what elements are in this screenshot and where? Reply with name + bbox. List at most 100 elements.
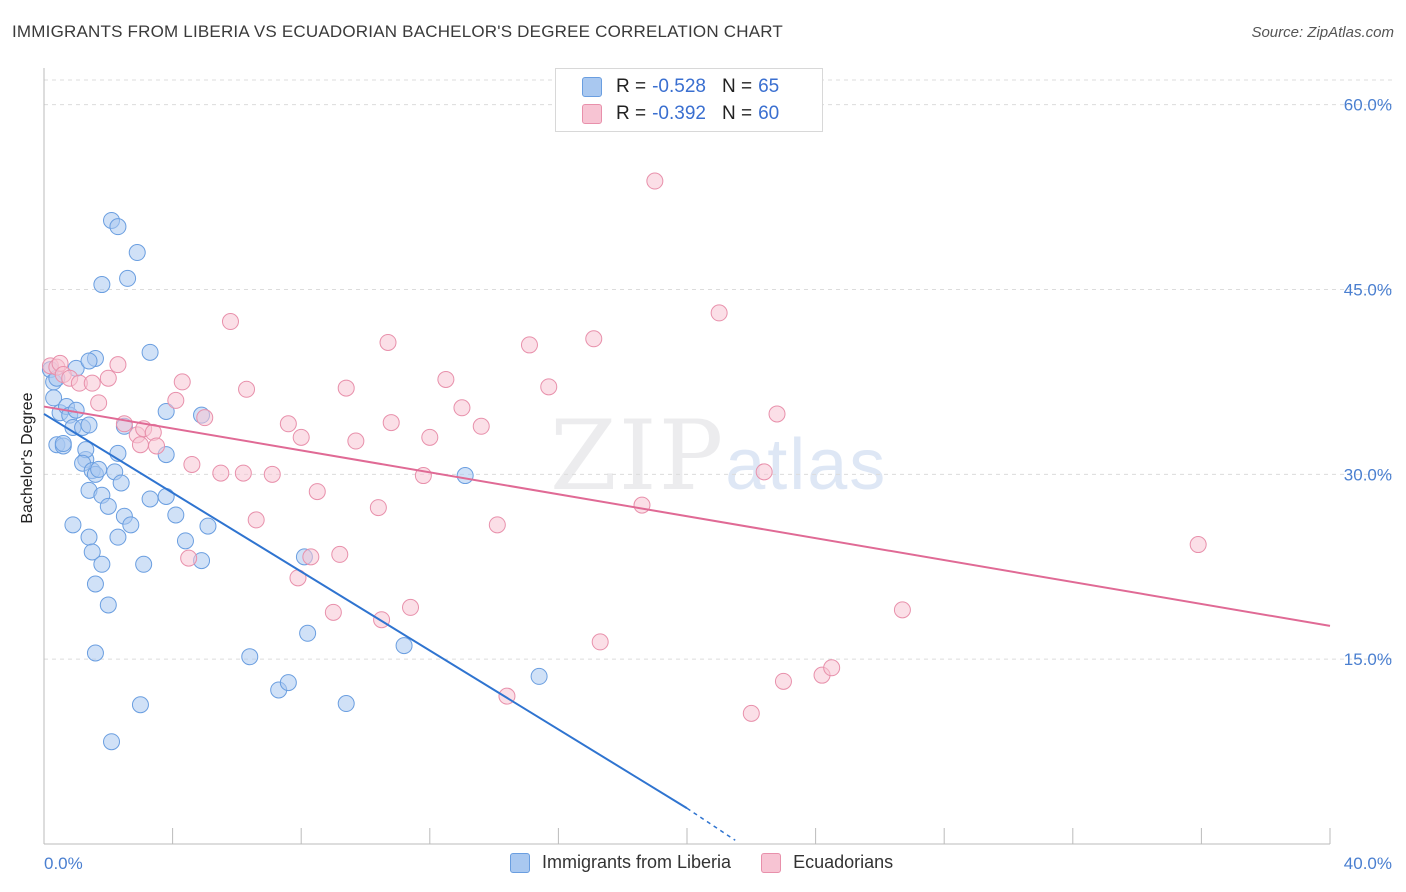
point-liberia bbox=[337, 695, 355, 713]
point-ecuadorians bbox=[167, 391, 185, 409]
point-ecuadorians bbox=[173, 373, 191, 391]
point-liberia bbox=[99, 497, 117, 515]
point-ecuadorians bbox=[437, 370, 455, 388]
point-ecuadorians bbox=[83, 374, 101, 392]
point-liberia bbox=[109, 218, 127, 236]
legend-swatch-ecuadorians bbox=[582, 104, 602, 124]
point-ecuadorians bbox=[453, 399, 471, 417]
point-ecuadorians bbox=[520, 336, 538, 354]
point-liberia bbox=[122, 516, 140, 534]
y-tick-label: 15.0% bbox=[1344, 650, 1392, 669]
point-ecuadorians bbox=[591, 633, 609, 651]
point-ecuadorians bbox=[196, 409, 214, 427]
point-ecuadorians bbox=[402, 598, 420, 616]
point-ecuadorians bbox=[324, 603, 342, 621]
point-liberia bbox=[119, 269, 137, 287]
legend-r-label: R = bbox=[616, 76, 647, 97]
point-ecuadorians bbox=[585, 330, 603, 348]
point-liberia bbox=[80, 528, 98, 546]
point-ecuadorians bbox=[382, 414, 400, 432]
point-liberia bbox=[157, 488, 175, 506]
point-liberia bbox=[299, 624, 317, 642]
point-ecuadorians bbox=[472, 417, 490, 435]
legend-item-ecuadorians: Ecuadorians bbox=[761, 852, 893, 873]
y-tick-label: 60.0% bbox=[1344, 96, 1392, 115]
point-ecuadorians bbox=[347, 432, 365, 450]
point-liberia bbox=[279, 674, 297, 692]
point-ecuadorians bbox=[263, 465, 281, 483]
point-liberia bbox=[395, 637, 413, 655]
x-tick-label: 0.0% bbox=[44, 854, 83, 873]
point-ecuadorians bbox=[742, 704, 760, 722]
x-tick-label: 40.0% bbox=[1344, 854, 1392, 873]
point-ecuadorians bbox=[369, 499, 387, 517]
legend-swatch-liberia bbox=[510, 852, 530, 873]
point-ecuadorians bbox=[212, 464, 230, 482]
point-ecuadorians bbox=[823, 659, 841, 677]
legend-swatch-liberia bbox=[582, 77, 602, 97]
point-liberia bbox=[45, 389, 63, 407]
y-tick-label: 45.0% bbox=[1344, 280, 1392, 299]
trend-line-liberia-extension bbox=[686, 807, 736, 841]
legend-label-liberia: Immigrants from Liberia bbox=[542, 852, 732, 872]
y-tick-label: 30.0% bbox=[1344, 465, 1392, 484]
point-ecuadorians bbox=[115, 415, 133, 433]
legend-n-value: 60 bbox=[758, 103, 780, 124]
point-liberia bbox=[103, 733, 121, 751]
point-ecuadorians bbox=[1189, 536, 1207, 554]
point-liberia bbox=[54, 435, 72, 453]
legend-r-value: -0.528 bbox=[652, 76, 706, 97]
point-ecuadorians bbox=[148, 437, 166, 455]
point-ecuadorians bbox=[540, 378, 558, 396]
point-ecuadorians bbox=[633, 496, 651, 514]
point-liberia bbox=[141, 343, 159, 361]
point-ecuadorians bbox=[379, 333, 397, 351]
point-ecuadorians bbox=[488, 516, 506, 534]
point-liberia bbox=[80, 352, 98, 370]
point-liberia bbox=[86, 575, 104, 593]
point-ecuadorians bbox=[292, 428, 310, 446]
point-liberia bbox=[157, 402, 175, 420]
point-liberia bbox=[109, 528, 127, 546]
point-liberia bbox=[86, 644, 104, 662]
point-liberia bbox=[93, 276, 111, 294]
trend-line-ecuadorians bbox=[43, 405, 1331, 627]
legend-swatch-ecuadorians bbox=[761, 852, 782, 873]
point-liberia bbox=[199, 517, 217, 535]
legend-item-liberia: Immigrants from Liberia bbox=[510, 852, 731, 873]
stats-legend: R = -0.528 N = 65 R = -0.392 N = 60 bbox=[555, 68, 823, 132]
point-liberia bbox=[128, 244, 146, 262]
point-liberia bbox=[99, 596, 117, 614]
point-ecuadorians bbox=[331, 545, 349, 563]
point-ecuadorians bbox=[755, 463, 773, 481]
legend-n-label: N = bbox=[721, 103, 753, 124]
point-ecuadorians bbox=[893, 601, 911, 619]
point-ecuadorians bbox=[247, 511, 265, 529]
legend-row-ecuadorians: R = -0.392 N = 60 bbox=[582, 102, 779, 126]
point-ecuadorians bbox=[99, 369, 117, 387]
point-liberia bbox=[80, 416, 98, 434]
point-liberia bbox=[141, 490, 159, 508]
point-liberia bbox=[135, 555, 153, 573]
point-ecuadorians bbox=[710, 304, 728, 322]
point-ecuadorians bbox=[774, 672, 792, 690]
point-ecuadorians bbox=[421, 428, 439, 446]
point-ecuadorians bbox=[308, 483, 326, 501]
legend-row-liberia: R = -0.528 N = 65 bbox=[582, 75, 779, 99]
point-liberia bbox=[176, 532, 194, 550]
legend-n-value: 65 bbox=[758, 76, 780, 97]
trend-line-liberia bbox=[43, 413, 688, 810]
chart-source: Source: ZipAtlas.com bbox=[1251, 24, 1394, 41]
point-liberia bbox=[83, 543, 101, 561]
series-legend: Immigrants from Liberia Ecuadorians bbox=[510, 852, 923, 873]
point-ecuadorians bbox=[180, 549, 198, 567]
chart-title: IMMIGRANTS FROM LIBERIA VS ECUADORIAN BA… bbox=[12, 22, 784, 41]
point-liberia bbox=[93, 555, 111, 573]
point-liberia bbox=[167, 506, 185, 524]
point-ecuadorians bbox=[221, 313, 239, 331]
point-ecuadorians bbox=[183, 455, 201, 473]
point-liberia bbox=[530, 667, 548, 685]
point-liberia bbox=[64, 516, 82, 534]
point-ecuadorians bbox=[131, 436, 149, 454]
legend-r-label: R = bbox=[616, 103, 647, 124]
